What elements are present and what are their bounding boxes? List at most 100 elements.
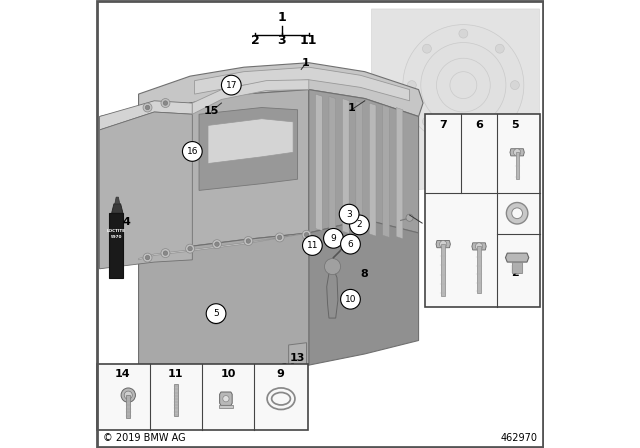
Bar — [174, 384, 177, 416]
Text: 1: 1 — [348, 103, 355, 112]
Circle shape — [459, 132, 468, 141]
Text: 1: 1 — [302, 58, 310, 68]
Circle shape — [422, 117, 431, 126]
Text: 3: 3 — [346, 210, 352, 219]
Polygon shape — [115, 197, 120, 204]
Circle shape — [208, 308, 224, 324]
Circle shape — [436, 58, 490, 112]
Text: 10: 10 — [345, 295, 356, 304]
Polygon shape — [100, 112, 192, 269]
Polygon shape — [342, 99, 349, 233]
Text: 16: 16 — [187, 147, 198, 156]
Polygon shape — [112, 204, 123, 213]
Polygon shape — [139, 63, 423, 121]
Circle shape — [145, 105, 150, 110]
Polygon shape — [510, 149, 524, 156]
Text: 11: 11 — [168, 369, 184, 379]
Circle shape — [275, 233, 284, 242]
Text: 14: 14 — [115, 369, 131, 379]
Circle shape — [221, 75, 241, 95]
Circle shape — [278, 235, 282, 240]
Text: 462970: 462970 — [500, 433, 538, 443]
Polygon shape — [192, 80, 309, 114]
Circle shape — [340, 289, 360, 309]
Text: 15: 15 — [204, 106, 220, 116]
Circle shape — [506, 202, 528, 224]
Polygon shape — [383, 105, 389, 237]
Circle shape — [182, 142, 202, 161]
Bar — [127, 395, 130, 418]
Text: 3: 3 — [278, 34, 286, 47]
Polygon shape — [195, 67, 410, 101]
Polygon shape — [208, 119, 293, 164]
Polygon shape — [371, 9, 540, 193]
Circle shape — [324, 228, 343, 248]
Circle shape — [450, 72, 477, 99]
Circle shape — [324, 258, 340, 275]
Circle shape — [512, 208, 522, 219]
Polygon shape — [100, 108, 139, 130]
Circle shape — [349, 215, 369, 235]
Circle shape — [215, 242, 220, 246]
Text: 8: 8 — [360, 269, 368, 279]
Circle shape — [302, 230, 311, 239]
Circle shape — [145, 255, 150, 260]
Text: 9: 9 — [276, 369, 285, 379]
Bar — [109, 213, 123, 278]
Circle shape — [223, 396, 229, 402]
Text: 7: 7 — [439, 121, 447, 130]
Polygon shape — [289, 343, 307, 370]
Circle shape — [163, 101, 168, 105]
Text: 2: 2 — [511, 268, 519, 278]
Polygon shape — [139, 90, 309, 260]
Text: © 2019 BMW AG: © 2019 BMW AG — [103, 433, 186, 443]
Polygon shape — [506, 253, 529, 262]
Polygon shape — [100, 121, 139, 269]
Text: 13: 13 — [290, 353, 305, 363]
Circle shape — [459, 29, 468, 38]
Circle shape — [476, 243, 483, 250]
Circle shape — [406, 214, 413, 221]
Text: 5970: 5970 — [111, 236, 122, 239]
Text: 5: 5 — [511, 121, 518, 130]
Polygon shape — [199, 108, 298, 190]
Polygon shape — [309, 90, 419, 233]
Circle shape — [440, 241, 447, 248]
Circle shape — [143, 253, 152, 262]
Text: 14: 14 — [281, 363, 296, 373]
Bar — [97, 364, 308, 430]
Circle shape — [495, 117, 504, 126]
Polygon shape — [396, 108, 403, 239]
Bar — [425, 114, 540, 307]
Polygon shape — [356, 101, 362, 235]
Circle shape — [163, 251, 168, 255]
Text: 2: 2 — [356, 220, 362, 229]
Circle shape — [303, 236, 323, 255]
Circle shape — [495, 44, 504, 53]
Text: 12: 12 — [428, 221, 444, 231]
Text: 5: 5 — [213, 309, 219, 318]
Circle shape — [161, 249, 170, 258]
Circle shape — [511, 81, 520, 90]
Circle shape — [513, 149, 521, 156]
Circle shape — [212, 240, 221, 249]
Text: 9: 9 — [331, 234, 336, 243]
Circle shape — [143, 103, 152, 112]
Polygon shape — [139, 233, 309, 260]
Polygon shape — [327, 269, 338, 318]
Polygon shape — [100, 101, 192, 130]
Polygon shape — [369, 103, 376, 236]
Polygon shape — [436, 241, 451, 248]
Circle shape — [407, 81, 417, 90]
Bar — [219, 405, 233, 408]
Circle shape — [212, 311, 221, 320]
Circle shape — [339, 204, 359, 224]
Circle shape — [161, 99, 170, 108]
Circle shape — [421, 43, 506, 128]
Bar — [512, 262, 522, 273]
Circle shape — [422, 44, 431, 53]
Circle shape — [246, 239, 251, 243]
Circle shape — [403, 25, 524, 146]
Circle shape — [186, 244, 195, 253]
Text: 11: 11 — [307, 241, 318, 250]
